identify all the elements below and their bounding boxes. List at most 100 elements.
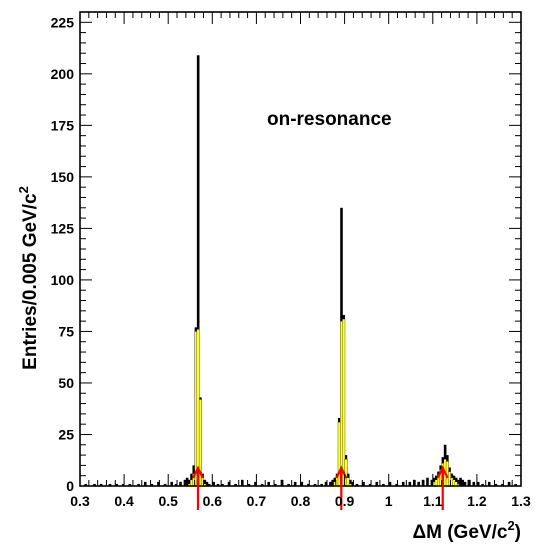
total-bar: [395, 483, 398, 486]
total-bar: [426, 477, 429, 486]
total-bar: [382, 483, 385, 486]
total-bar: [174, 483, 178, 486]
total-bar: [170, 481, 174, 486]
y-tick-label: 125: [51, 220, 75, 236]
peak-marker-arrow: [436, 465, 449, 510]
total-bar: [459, 477, 462, 486]
total-bar: [461, 479, 465, 486]
y-tick-label: 225: [51, 14, 75, 30]
total-bar: [287, 483, 290, 486]
total-bar: [307, 483, 310, 486]
total-bar: [128, 483, 132, 486]
total-bar: [362, 481, 365, 486]
total-bar: [93, 483, 96, 486]
total-bar: [274, 483, 277, 486]
total-bar: [349, 479, 352, 486]
total-bar: [280, 479, 284, 486]
x-tick-label: 0.8: [291, 493, 311, 509]
x-tick-label: 0.6: [203, 493, 223, 509]
x-tick-label: 1: [385, 493, 393, 509]
total-bar: [351, 481, 354, 486]
total-bar: [293, 481, 297, 486]
annotation-on-resonance: on-resonance: [267, 109, 392, 130]
total-bar: [207, 483, 211, 486]
total-bar: [216, 483, 220, 486]
total-bar: [183, 479, 187, 486]
total-bar: [247, 483, 251, 486]
total-bar: [260, 483, 264, 486]
total-bar: [412, 479, 416, 486]
total-bar: [121, 483, 125, 486]
total-bar: [331, 479, 334, 486]
x-tick-label: 1.3: [511, 493, 531, 509]
total-bar: [481, 483, 484, 486]
total-bar: [300, 481, 304, 486]
total-bar: [115, 483, 118, 486]
x-axis-title: ΔM (GeV/c2): [412, 518, 521, 543]
y-tick-label: 150: [51, 169, 75, 185]
total-bar: [203, 479, 207, 486]
y-axis-title-main: Entries/0.005 GeV/c: [20, 193, 41, 370]
total-bar: [157, 481, 160, 486]
total-bar: [143, 481, 147, 486]
x-tick-label: 0.9: [335, 493, 355, 509]
total-bar: [463, 481, 467, 486]
total-bar: [501, 483, 504, 486]
total-bar: [221, 483, 224, 486]
total-bar: [185, 477, 189, 486]
total-bar: [514, 483, 517, 486]
total-bar: [408, 481, 412, 486]
total-bar: [234, 483, 237, 486]
total-bar: [240, 479, 244, 486]
x-tick-label: 0.3: [70, 493, 90, 509]
total-bar: [401, 481, 405, 486]
y-axis: 0 25 50 75 100 125 150 175 200 225: [51, 11, 521, 494]
total-bar: [267, 481, 271, 486]
total-bar: [254, 481, 257, 486]
total-bar: [487, 481, 491, 486]
total-bar: [417, 481, 420, 486]
total-bar: [313, 483, 317, 486]
x-axis: 0.3 0.4 0.5 0.6 0.7 0.8 0.9 1 1.1 1.2 1.3: [70, 12, 531, 509]
plot-area: [79, 11, 522, 510]
total-bar: [163, 483, 167, 486]
x-axis-title-close: ): [515, 522, 521, 543]
x-tick-label: 0.5: [158, 493, 178, 509]
y-tick-label: 0: [66, 478, 74, 494]
total-bar: [507, 481, 511, 486]
total-bar: [188, 479, 191, 486]
x-tick-label: 0.7: [247, 493, 267, 509]
y-axis-title-superscript: 2: [16, 186, 31, 193]
y-tick-label: 25: [58, 426, 74, 442]
total-bar: [468, 479, 471, 486]
total-bar: [137, 483, 140, 486]
plot-frame: [79, 11, 522, 487]
total-bar: [227, 481, 231, 486]
total-bar: [368, 483, 372, 486]
total-bar: [196, 55, 200, 486]
y-tick-label: 200: [51, 66, 75, 82]
y-axis-title: Entries/0.005 GeV/c2: [16, 186, 41, 370]
x-axis-title-main: ΔM (GeV/c: [412, 522, 507, 543]
total-bar: [329, 481, 332, 486]
x-tick-label: 0.4: [114, 493, 134, 509]
y-tick-label: 50: [58, 375, 74, 391]
total-bar: [320, 483, 323, 486]
total-bar: [421, 479, 425, 486]
total-bar: [494, 483, 498, 486]
total-bar: [476, 481, 480, 486]
x-tick-label: 1.1: [423, 493, 443, 509]
total-bar: [150, 483, 154, 486]
total-bar: [355, 483, 359, 486]
total-bar: [84, 483, 88, 486]
total-bar: [205, 481, 209, 486]
total-bar: [324, 481, 328, 486]
y-tick-label: 75: [58, 323, 74, 339]
y-tick-label: 175: [51, 117, 75, 133]
total-bar: [375, 481, 379, 486]
total-bar: [108, 483, 112, 486]
y-tick-label: 100: [51, 272, 75, 288]
total-bar: [430, 479, 434, 486]
x-axis-title-superscript: 2: [507, 518, 514, 533]
